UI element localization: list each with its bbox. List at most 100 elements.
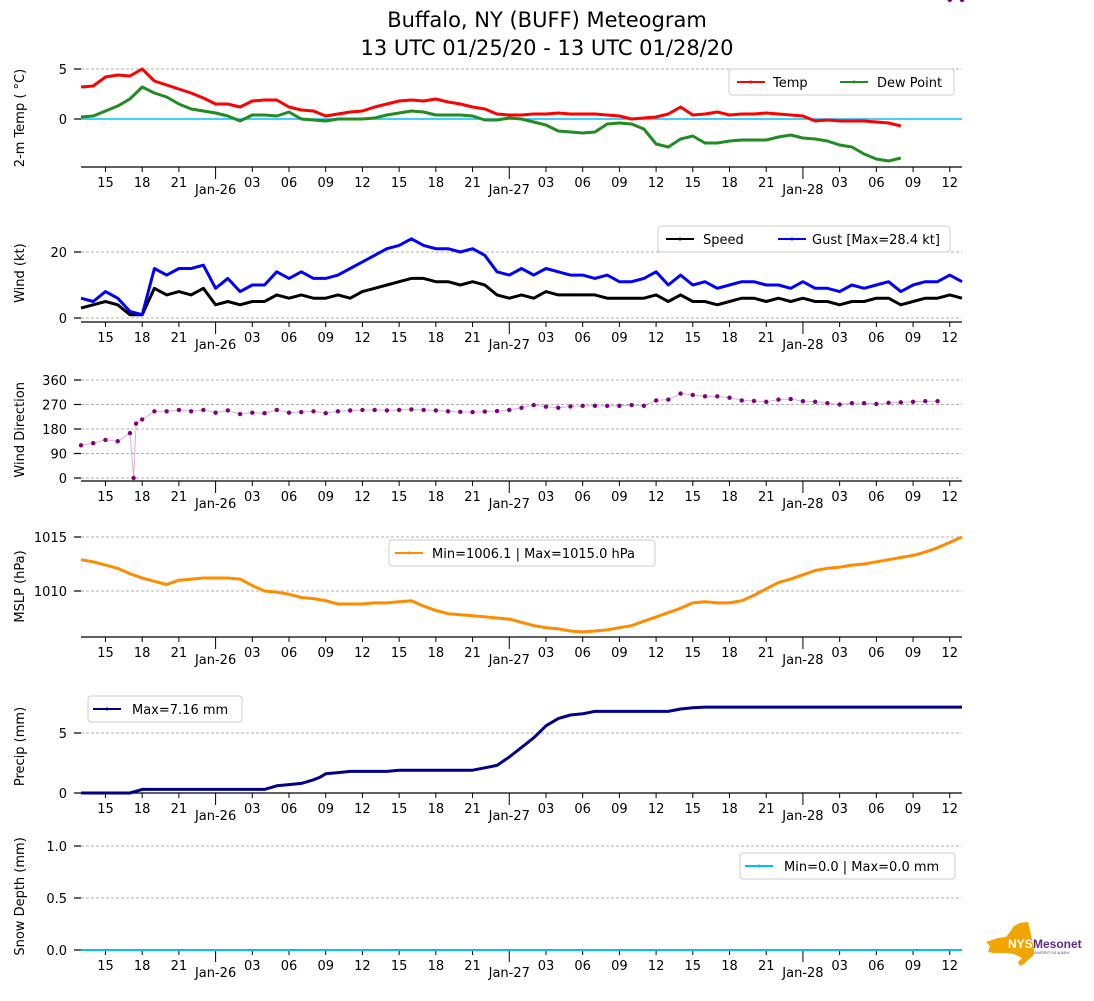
data-point [531, 402, 536, 408]
legend-label: Speed [703, 233, 744, 248]
data-point [139, 417, 145, 422]
x-tick-label: 18 [721, 646, 738, 661]
y-axis-label: Snow Depth (mm) [13, 837, 28, 955]
data-point [131, 475, 136, 481]
data-point [311, 409, 316, 414]
x-date-label: Jan-28 [781, 809, 823, 824]
x-tick-label: 15 [391, 646, 408, 661]
data-point [825, 400, 830, 406]
x-tick-label: 12 [354, 176, 371, 191]
data-point [470, 409, 475, 415]
x-tick-label: 06 [281, 490, 298, 505]
logo-nys-text: NYS [1008, 937, 1033, 951]
x-tick-label: 21 [464, 176, 481, 191]
data-point [133, 421, 139, 426]
data-point [286, 410, 292, 415]
x-tick-label: 15 [391, 331, 408, 346]
data-point [323, 411, 328, 416]
x-tick-label: 21 [464, 490, 481, 505]
data-point [764, 399, 769, 404]
x-tick-label: 09 [905, 331, 922, 346]
x-tick-label: 03 [244, 959, 261, 974]
panel-snow-depth: 0.0 0.5 1.0 Snow Depth (mm) 15 18 21 Jan-26 03 06… [13, 837, 962, 981]
y-tick-label: 180 [42, 423, 67, 438]
x-tick-label: 18 [428, 802, 445, 817]
x-tick-label: 18 [134, 176, 151, 191]
data-point [543, 404, 549, 409]
legend-marker [790, 237, 794, 241]
x-tick-label: 21 [758, 176, 775, 191]
x-tick-label: 03 [831, 646, 848, 661]
x-tick-label: 21 [171, 959, 188, 974]
x-tick-label: 12 [354, 331, 371, 346]
x-tick-label: 21 [464, 646, 481, 661]
data-point [812, 399, 818, 404]
y-axis-label: Precip (mm) [13, 707, 28, 786]
data-point [409, 407, 414, 412]
data-point [127, 430, 133, 436]
x-tick-label: 15 [391, 802, 408, 817]
x-tick-label: 15 [97, 490, 114, 505]
x-tick-label: 12 [648, 176, 665, 191]
x-tick-label: 21 [171, 646, 188, 661]
x-tick-label: 03 [244, 490, 261, 505]
x-tick-label: 21 [464, 331, 481, 346]
x-date-label: Jan-27 [488, 338, 530, 353]
x-tick-label: 21 [758, 331, 775, 346]
series-line-dew-point [80, 85, 902, 163]
series-line-speed [80, 276, 963, 317]
x-tick-label: 03 [831, 802, 848, 817]
data-point [874, 401, 879, 407]
y-tick-label: 0 [59, 472, 67, 487]
x-tick-label: 03 [244, 802, 261, 817]
logo-mesonet-text: Mesonet [1033, 937, 1082, 951]
data-point [396, 407, 402, 413]
legend-label: Gust [Max=28.4 kt] [812, 233, 940, 248]
legend-marker [105, 707, 109, 711]
data-point [274, 407, 279, 413]
x-tick-label: 03 [538, 490, 555, 505]
y-tick-label: 5 [59, 63, 67, 78]
data-point [629, 402, 634, 408]
x-date-label: Jan-26 [194, 653, 236, 668]
x-tick-label: 21 [171, 802, 188, 817]
x-tick-label: 06 [281, 331, 298, 346]
x-tick-label: 09 [611, 959, 628, 974]
data-point [678, 391, 683, 396]
x-tick-label: 06 [574, 646, 591, 661]
x-tick-label: 09 [905, 490, 922, 505]
data-point [91, 440, 96, 446]
legend: Temp Dew Point [728, 68, 955, 96]
data-point [519, 405, 524, 410]
x-tick-label: 03 [831, 176, 848, 191]
x-tick-label: 06 [281, 959, 298, 974]
x-tick-label: 15 [685, 646, 702, 661]
x-tick-label: 15 [97, 959, 114, 974]
x-tick-label: 12 [648, 490, 665, 505]
data-point [384, 408, 390, 413]
legend-marker [407, 551, 411, 555]
x-tick-label: 06 [868, 490, 885, 505]
x-tick-label: 06 [868, 646, 885, 661]
data-point [213, 410, 218, 415]
y-tick-label: 1010 [34, 585, 67, 600]
data-point [580, 403, 585, 409]
chart-title-line2: 13 UTC 01/25/20 - 13 UTC 01/28/20 [360, 36, 734, 60]
x-tick-label: 18 [134, 490, 151, 505]
panel-temp: 0 5 2-m Temp ( °C) 15 18 21 Jan-26 03 06 09 12 15 18… [13, 63, 962, 198]
data-point [360, 407, 365, 413]
x-tick-label: 18 [721, 176, 738, 191]
x-tick-label: 03 [831, 490, 848, 505]
x-tick-label: 15 [391, 959, 408, 974]
x-tick-label: 06 [574, 176, 591, 191]
data-point [201, 407, 206, 413]
data-point [666, 397, 671, 402]
x-date-label: Jan-28 [781, 966, 823, 981]
legend-label: Dew Point [877, 76, 942, 91]
data-point [421, 407, 426, 413]
legend-label: Min=1006.1 | Max=1015.0 hPa [432, 547, 635, 562]
x-tick-label: 03 [244, 331, 261, 346]
y-tick-label: 0 [59, 312, 67, 327]
logo-subtext: UNIVERSITY AT ALBANY [1033, 951, 1071, 955]
